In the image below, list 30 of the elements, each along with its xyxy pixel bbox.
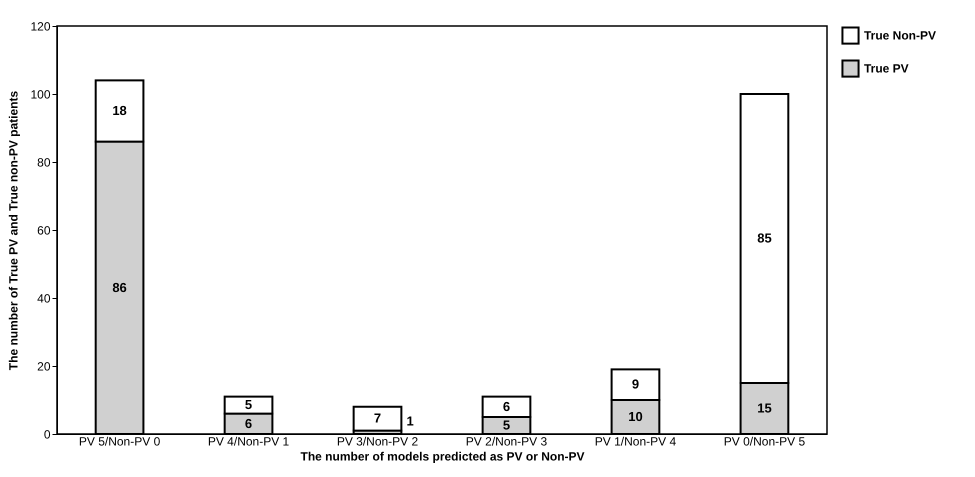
data-label: 1	[406, 413, 414, 428]
data-label: 6	[244, 416, 252, 431]
x-tick-label: PV 3/Non-PV 2	[336, 434, 419, 448]
x-tick-label: PV 4/Non-PV 1	[208, 434, 290, 448]
data-label: 6	[502, 398, 510, 414]
x-tick-label: PV 2/Non-PV 3	[466, 434, 548, 448]
data-label: 10	[628, 409, 643, 424]
data-label: 5	[244, 397, 252, 412]
legend-label: True PV	[864, 62, 909, 76]
bar	[352, 406, 402, 432]
x-tick-label: PV 0/Non-PV 5	[724, 434, 806, 448]
data-label: 85	[757, 230, 772, 246]
y-tick-label: 20	[37, 360, 51, 374]
x-tick-label: PV 5/Non-PV 0	[78, 434, 161, 448]
data-label: 7	[374, 410, 382, 426]
data-label: 15	[757, 400, 772, 416]
y-tick-label: 0	[44, 428, 51, 442]
data-label: 9	[632, 376, 640, 392]
data-label: 5	[502, 418, 510, 432]
data-label: 86	[112, 280, 127, 295]
legend-label: True Non-PV	[864, 28, 936, 42]
y-tick-label: 60	[37, 224, 51, 238]
data-label: 18	[112, 103, 127, 118]
y-axis-title: The number of True PV and True non-PV patients	[6, 90, 20, 370]
y-tick-label: 80	[37, 156, 51, 170]
x-tick-label: PV 1/Non-PV 4	[594, 434, 676, 448]
y-tick-label: 40	[37, 292, 51, 306]
y-tick-label: 100	[30, 88, 51, 102]
x-axis-title: The number of models predicted as PV or Non-PV	[300, 450, 585, 464]
y-tick-label: 120	[30, 20, 51, 34]
